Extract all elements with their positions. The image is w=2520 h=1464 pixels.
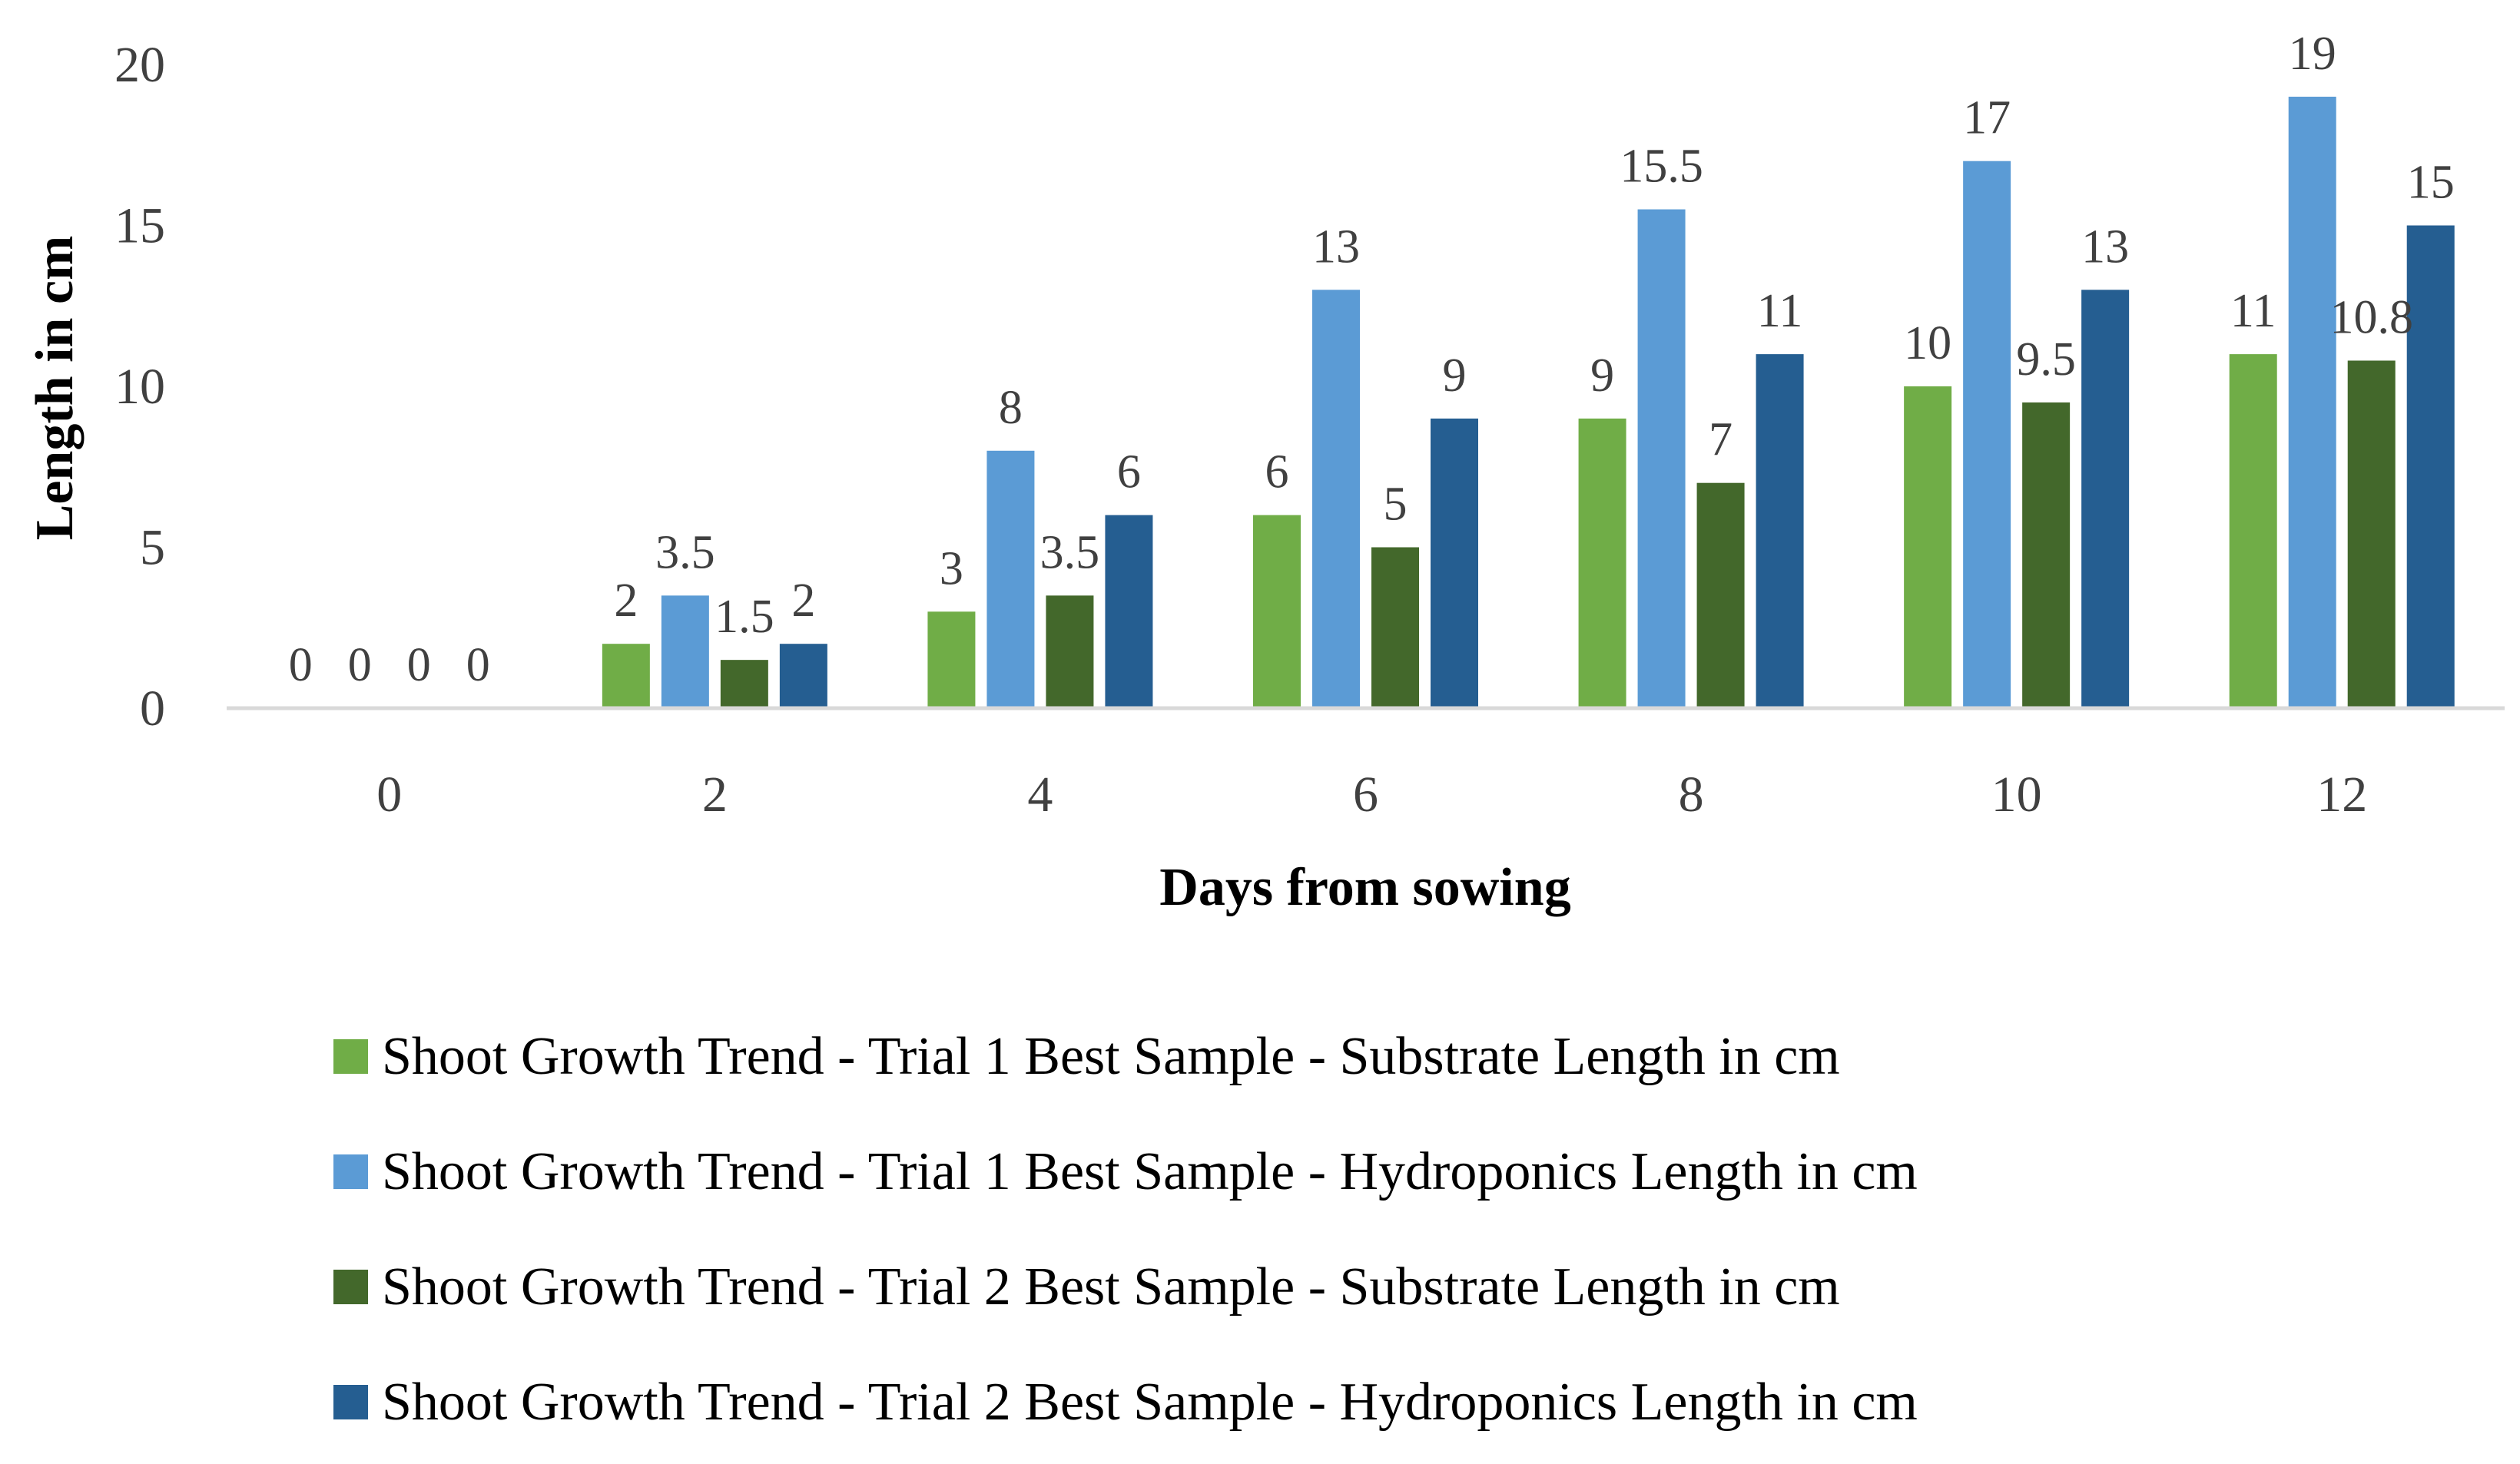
data-label: 15 xyxy=(2407,157,2455,209)
legend-swatch xyxy=(333,1385,368,1419)
x-axis-ticks: 0 2 4 6 8 10 12 xyxy=(376,767,2367,823)
x-tick-label: 12 xyxy=(2316,767,2367,823)
bar-series-1 xyxy=(1253,515,1301,708)
bar-series-1 xyxy=(927,611,976,708)
data-label: 19 xyxy=(2289,28,2336,80)
y-axis-title: Length in cm xyxy=(25,236,85,541)
data-label: 10 xyxy=(1904,317,1951,369)
bar-series-2 xyxy=(1963,161,2011,708)
x-tick-label: 0 xyxy=(376,767,402,823)
data-label: 5 xyxy=(1384,479,1408,531)
legend-swatch xyxy=(333,1039,368,1074)
bar-series-3 xyxy=(2022,402,2071,708)
bar-series-3 xyxy=(1371,547,1419,708)
data-label: 9 xyxy=(1443,349,1467,402)
data-label: 2 xyxy=(614,575,638,627)
data-label: 3.5 xyxy=(655,526,715,578)
legend: Shoot Growth Trend - Trial 1 Best Sample… xyxy=(333,1027,1918,1432)
data-label: 11 xyxy=(2230,285,2276,337)
data-label: 0 xyxy=(289,639,313,691)
bar-series-1 xyxy=(602,644,650,708)
bar-series-4 xyxy=(1756,354,1804,708)
bar-series-3 xyxy=(1046,595,1094,708)
data-label: 0 xyxy=(348,639,372,691)
legend-item: Shoot Growth Trend - Trial 1 Best Sample… xyxy=(333,1027,1840,1086)
bar-series-2 xyxy=(661,595,709,708)
data-label: 8 xyxy=(999,382,1023,434)
legend-swatch xyxy=(333,1154,368,1189)
x-tick-label: 2 xyxy=(702,767,728,823)
data-label: 11 xyxy=(1757,285,1803,337)
bar-series-3 xyxy=(720,660,768,708)
bar-series-2 xyxy=(1312,290,1360,708)
bars xyxy=(602,96,2455,708)
data-label: 2 xyxy=(791,575,815,627)
y-tick-label: 20 xyxy=(114,37,165,93)
x-tick-label: 6 xyxy=(1353,767,1378,823)
data-label: 13 xyxy=(2081,220,2129,273)
legend-label: Shoot Growth Trend - Trial 1 Best Sample… xyxy=(382,1027,1840,1086)
bar-series-4 xyxy=(2406,225,2455,708)
data-label: 1.5 xyxy=(715,591,774,643)
data-label: 7 xyxy=(1709,414,1732,466)
bar-series-2 xyxy=(2288,96,2336,708)
legend-item: Shoot Growth Trend - Trial 2 Best Sample… xyxy=(333,1257,1840,1317)
data-label: 6 xyxy=(1117,446,1141,498)
bar-series-1 xyxy=(1578,418,1626,708)
y-tick-label: 15 xyxy=(114,198,165,254)
bar-series-4 xyxy=(1105,515,1153,708)
y-tick-label: 5 xyxy=(140,520,165,576)
bar-series-3 xyxy=(1696,482,1745,708)
data-label: 17 xyxy=(1963,92,2011,144)
data-label: 9.5 xyxy=(2016,333,2076,386)
data-label: 6 xyxy=(1265,446,1289,498)
data-label: 0 xyxy=(466,639,490,691)
legend-label: Shoot Growth Trend - Trial 2 Best Sample… xyxy=(382,1257,1840,1317)
x-tick-label: 8 xyxy=(1679,767,1704,823)
y-axis-ticks: 0 5 10 15 20 xyxy=(114,37,165,737)
bar-series-2 xyxy=(986,450,1035,708)
x-axis-title: Days from sowing xyxy=(1159,858,1570,917)
legend-label: Shoot Growth Trend - Trial 2 Best Sample… xyxy=(382,1373,1918,1432)
data-label: 9 xyxy=(1590,349,1614,402)
legend-label: Shoot Growth Trend - Trial 1 Best Sample… xyxy=(382,1142,1918,1201)
legend-item: Shoot Growth Trend - Trial 2 Best Sample… xyxy=(333,1373,1918,1432)
x-tick-label: 10 xyxy=(1991,767,2042,823)
y-tick-label: 10 xyxy=(114,359,165,415)
bar-series-4 xyxy=(1431,418,1478,708)
bar-series-4 xyxy=(779,644,827,708)
data-label: 10.8 xyxy=(2329,291,2413,343)
x-tick-label: 4 xyxy=(1027,767,1053,823)
bar-series-1 xyxy=(2229,354,2277,708)
data-label: 3.5 xyxy=(1040,526,1100,578)
bar-series-1 xyxy=(1904,386,1952,708)
bar-series-3 xyxy=(2347,360,2396,708)
data-label: 0 xyxy=(407,639,431,691)
bar-series-4 xyxy=(2081,290,2130,708)
legend-swatch xyxy=(333,1270,368,1304)
data-label: 3 xyxy=(940,542,963,595)
bar-series-2 xyxy=(1637,209,1686,708)
y-tick-label: 0 xyxy=(140,681,165,737)
data-label: 15.5 xyxy=(1620,141,1703,193)
legend-item: Shoot Growth Trend - Trial 1 Best Sample… xyxy=(333,1142,1918,1201)
data-label: 13 xyxy=(1312,220,1360,273)
